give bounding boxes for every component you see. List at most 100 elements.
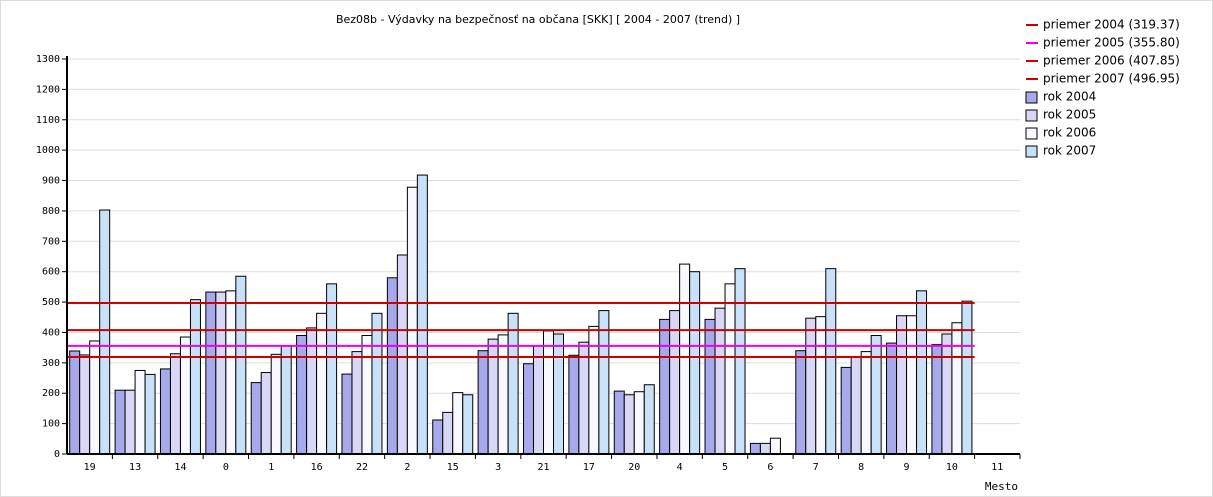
legend-label: rok 2007 (1043, 144, 1096, 158)
bar (916, 290, 928, 455)
bar (689, 271, 701, 455)
bar (432, 419, 444, 455)
bar (724, 283, 736, 455)
x-tick-label: 21 (537, 462, 549, 473)
x-tick-label: 2 (404, 462, 410, 473)
bar (351, 351, 363, 455)
bar (543, 330, 554, 455)
bar (341, 373, 353, 455)
x-tick-label: 8 (858, 462, 864, 473)
bar (825, 268, 837, 455)
bar (406, 186, 418, 455)
x-tick-label: 5 (722, 462, 728, 473)
bar (961, 300, 973, 455)
bar (215, 291, 227, 455)
bar (79, 354, 91, 455)
bar (886, 342, 898, 455)
x-tick-label: 16 (311, 462, 323, 473)
bar (462, 394, 474, 455)
legend-swatch (1025, 91, 1038, 104)
x-tick-label: 10 (946, 462, 958, 473)
bar (396, 254, 408, 455)
legend-label: rok 2004 (1043, 90, 1096, 104)
bar (860, 351, 872, 455)
y-tick-label: 400 (42, 327, 60, 338)
x-tick-label: 17 (583, 462, 595, 473)
y-tick-label: 1100 (36, 115, 60, 126)
bar (533, 345, 544, 455)
x-tick-label: 13 (129, 462, 141, 473)
legend-swatch (1025, 145, 1038, 158)
bar (669, 310, 681, 455)
x-tick-label: 20 (628, 462, 640, 473)
bar (553, 333, 564, 455)
bar (260, 372, 272, 455)
bar (870, 335, 882, 455)
bar (326, 283, 338, 455)
bar (134, 369, 146, 455)
bar (386, 277, 398, 455)
x-tick-label: 19 (84, 462, 96, 473)
x-tick-label: 4 (677, 462, 683, 473)
bar (815, 316, 827, 455)
bar (896, 315, 908, 455)
bar (452, 392, 464, 455)
x-tick-label: 15 (447, 462, 459, 473)
bar (795, 350, 807, 455)
legend-label: rok 2005 (1043, 108, 1096, 122)
y-tick-label: 1200 (36, 84, 60, 95)
bar (613, 390, 625, 455)
bar (507, 312, 519, 455)
bar (270, 353, 282, 455)
bar (749, 442, 761, 455)
x-axis-label: Mesto (985, 480, 1018, 493)
legend-swatch (1025, 109, 1038, 122)
bar (144, 373, 156, 455)
bar (633, 391, 645, 455)
y-tick-label: 100 (42, 419, 60, 430)
legend-label: priemer 2004 (319.37) (1043, 18, 1180, 32)
bar (169, 353, 181, 455)
bar (124, 389, 136, 455)
x-tick-label: 7 (813, 462, 819, 473)
bar (941, 333, 953, 455)
legend-label: rok 2006 (1043, 126, 1096, 140)
bar (371, 312, 383, 455)
bar (598, 310, 610, 455)
y-tick-label: 900 (42, 176, 60, 187)
bar (734, 268, 746, 455)
bar (205, 291, 217, 455)
bar (477, 350, 489, 455)
y-tick-label: 1000 (36, 145, 60, 156)
x-tick-label: 6 (767, 462, 773, 473)
bar (416, 174, 428, 455)
legend: priemer 2004 (319.37) priemer 2005 (355.8… (1025, 18, 1180, 158)
x-tick-label: 14 (174, 462, 186, 473)
bar (189, 299, 201, 455)
x-tick-label: 0 (223, 462, 229, 473)
y-tick-label: 600 (42, 267, 60, 278)
legend-swatch (1025, 127, 1038, 140)
bar (659, 318, 671, 455)
x-tick-label: 1 (268, 462, 274, 473)
legend-label: priemer 2007 (496.95) (1043, 72, 1180, 86)
bar (296, 335, 308, 455)
bar (225, 290, 237, 455)
bar (280, 345, 292, 455)
bar (179, 336, 191, 455)
y-tick-label: 0 (54, 449, 60, 460)
bar (69, 350, 81, 455)
bar (523, 363, 534, 455)
bar (361, 335, 373, 455)
x-tick-label: 11 (991, 462, 1003, 473)
bar (250, 382, 262, 455)
bar (704, 318, 716, 455)
bar (159, 368, 171, 455)
bar (114, 389, 126, 455)
chart-title: Bez08b - Výdavky na bezpečnosť na občana… (336, 13, 740, 26)
bar (497, 334, 509, 455)
bar (850, 356, 862, 455)
bar (840, 366, 852, 455)
bar (805, 317, 817, 455)
